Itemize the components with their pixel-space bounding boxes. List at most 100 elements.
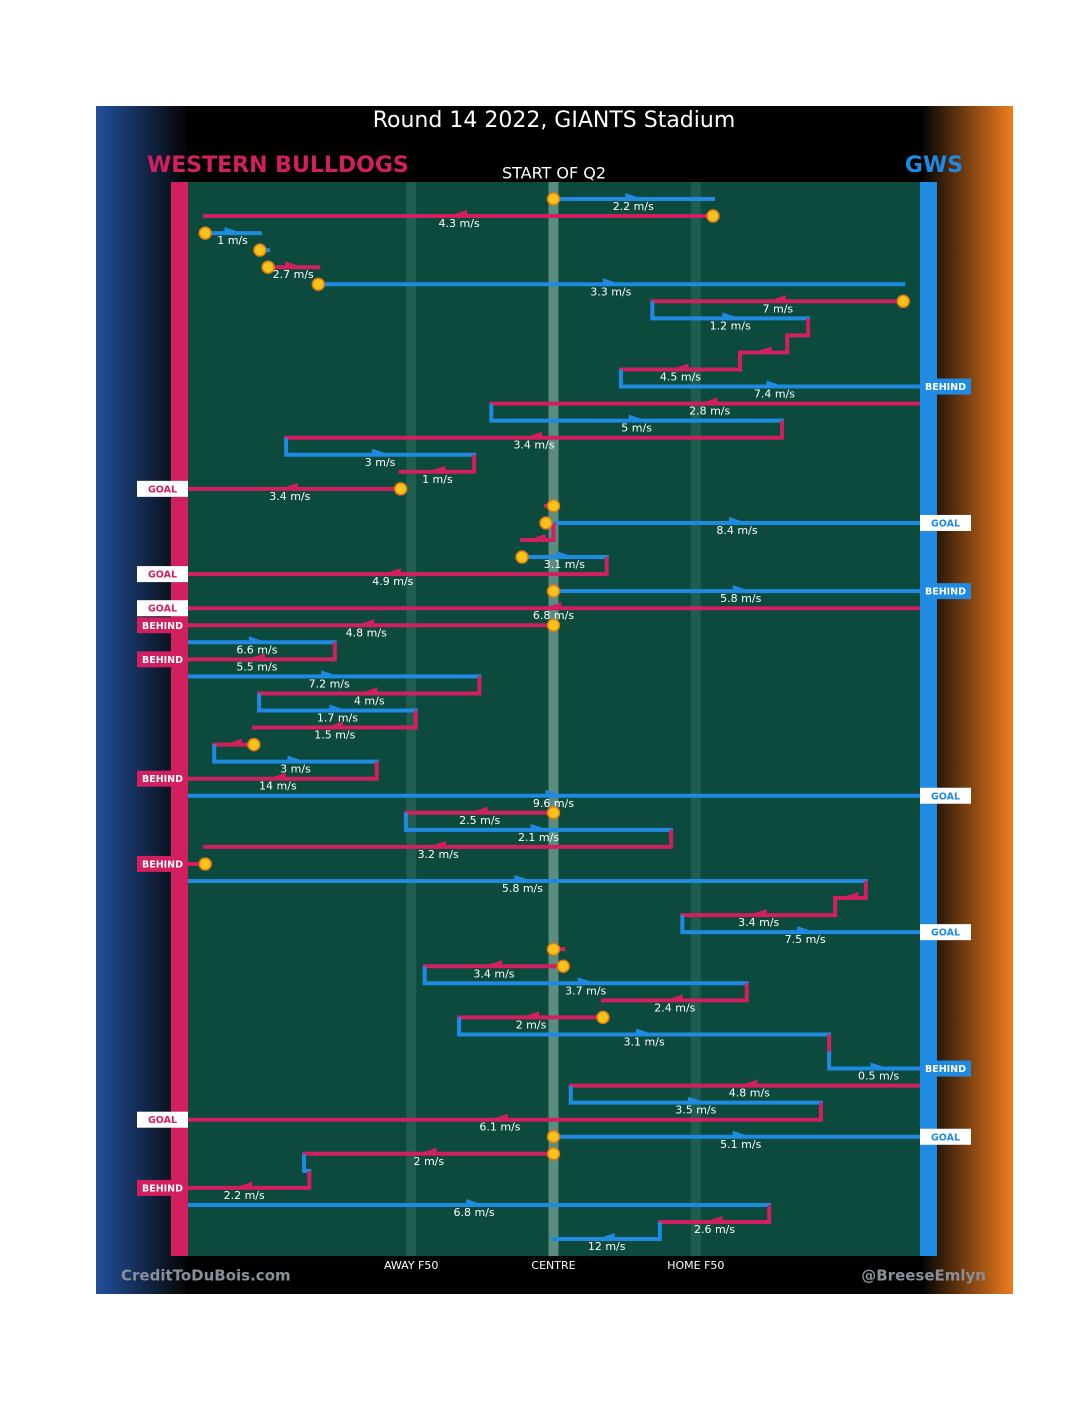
outcome-box [920,924,971,941]
arrow-head [543,602,562,609]
speed-label: 4.8 m/s [346,626,387,639]
outcome-label: GOAL [931,518,960,529]
arrow-head [418,1147,437,1154]
outcome-label: BEHIND [142,655,183,666]
speed-label: 3.4 m/s [738,916,779,929]
speed-label: 1 m/s [217,234,248,247]
speed-label: 1.2 m/s [710,319,751,332]
speed-label: 9.6 m/s [533,797,574,810]
speed-label: 3.1 m/s [624,1035,665,1048]
credit: @BreeseEmlyn [861,1267,986,1285]
outcome-label: BEHIND [925,382,966,393]
speed-label: 6.8 m/s [533,609,574,622]
x-tick-label: CENTRE [531,1259,575,1272]
arrow-head [767,295,786,302]
speed-label: 2 m/s [516,1018,547,1031]
arrow-head [602,278,621,285]
outcome-label: GOAL [148,1115,177,1126]
speed-label: 5.8 m/s [720,592,761,605]
speed-label: 6.8 m/s [454,1206,495,1219]
speed-label: 4.3 m/s [439,217,480,230]
arrow-head [469,806,488,813]
arrow-head [797,926,816,933]
stoppage-dot [393,482,408,496]
speed-label: 2.1 m/s [518,831,559,844]
arrow-head [870,1062,889,1069]
credit: CreditToDuBois.com [121,1267,291,1285]
goal-bar [171,182,188,1256]
outcome-box [137,1179,188,1196]
arrow-head [267,772,286,779]
speed-label: 4 m/s [354,694,385,707]
right-panel [923,106,1013,1294]
outcome-label: GOAL [931,791,960,802]
arrow-head [596,1233,615,1240]
arrow-head [699,397,718,404]
arrow-head [521,1011,540,1018]
arrow-head [324,721,343,728]
speed-label: 3 m/s [280,763,311,776]
marks: 2.2 m/s 4.3 m/s 1 m/s 2.7 m/s 3.3 m/s 7 m/s 1.… [137,182,971,1256]
speed-label: 3.4 m/s [473,967,514,980]
speed-label: 3.4 m/s [513,439,554,452]
title: Round 14 2022, GIANTS Stadium [373,108,736,133]
stoppage-dot [546,942,561,956]
arrow-head [840,892,859,899]
arrow-head [234,1181,253,1188]
arrow-head [466,1198,485,1205]
stoppage-dot [546,618,561,632]
speed-label: 4.5 m/s [660,371,701,384]
arrow-head [514,875,533,881]
stoppage-dot [539,516,553,530]
outcome-box [920,583,971,600]
speed-label: 5.8 m/s [502,882,543,895]
speed-label: 2.6 m/s [694,1223,735,1236]
outcome-box [920,1128,971,1145]
speed-label: 2.8 m/s [689,405,730,418]
stoppage-dot [546,192,561,206]
outcome-label: GOAL [148,484,177,495]
stoppage-dot [706,209,720,223]
speed-label: 3.3 m/s [590,285,631,298]
arrow-head [664,994,683,1001]
arrow-head [329,704,348,711]
speed-label: 2.5 m/s [459,814,500,827]
outcome-box [137,600,188,617]
speed-label: 3.2 m/s [418,848,459,861]
speed-label: 2.2 m/s [224,1189,265,1202]
stoppage-dot [198,226,212,240]
speed-label: 14 m/s [259,780,297,793]
outcome-label: GOAL [148,604,177,615]
arrow-head [625,193,644,199]
stoppage-dot [311,277,326,291]
speed-label: 2.2 m/s [613,200,654,213]
x-tick-label: AWAY F50 [384,1259,438,1272]
stoppage-dot [546,806,561,820]
arrow-head [670,363,689,370]
outcome-box [920,514,971,531]
field-line [548,182,559,1256]
speed-label: 7 m/s [762,302,793,315]
arrow-head [321,670,340,677]
arrow-head [382,568,401,575]
arrow-head [359,687,378,694]
arrow-head [748,909,767,916]
arrow-head [636,1028,655,1035]
speed-label: 6.1 m/s [479,1121,520,1134]
speed-label: 8.4 m/s [716,524,757,537]
stoppage-dot [515,550,529,564]
arrow-head [545,789,564,796]
arrow-head [628,414,647,421]
team-name: GWS [905,153,963,178]
stoppage-dot [546,1130,561,1144]
stoppage-dot [546,584,561,598]
arrow-head [732,1130,751,1137]
speed-label: 2 m/s [413,1155,444,1168]
arrow-head [729,516,748,523]
arrow-head [428,840,447,847]
outcome-label: GOAL [931,928,960,939]
stoppage-dot [896,294,911,309]
speed-label: 5.1 m/s [720,1138,761,1151]
